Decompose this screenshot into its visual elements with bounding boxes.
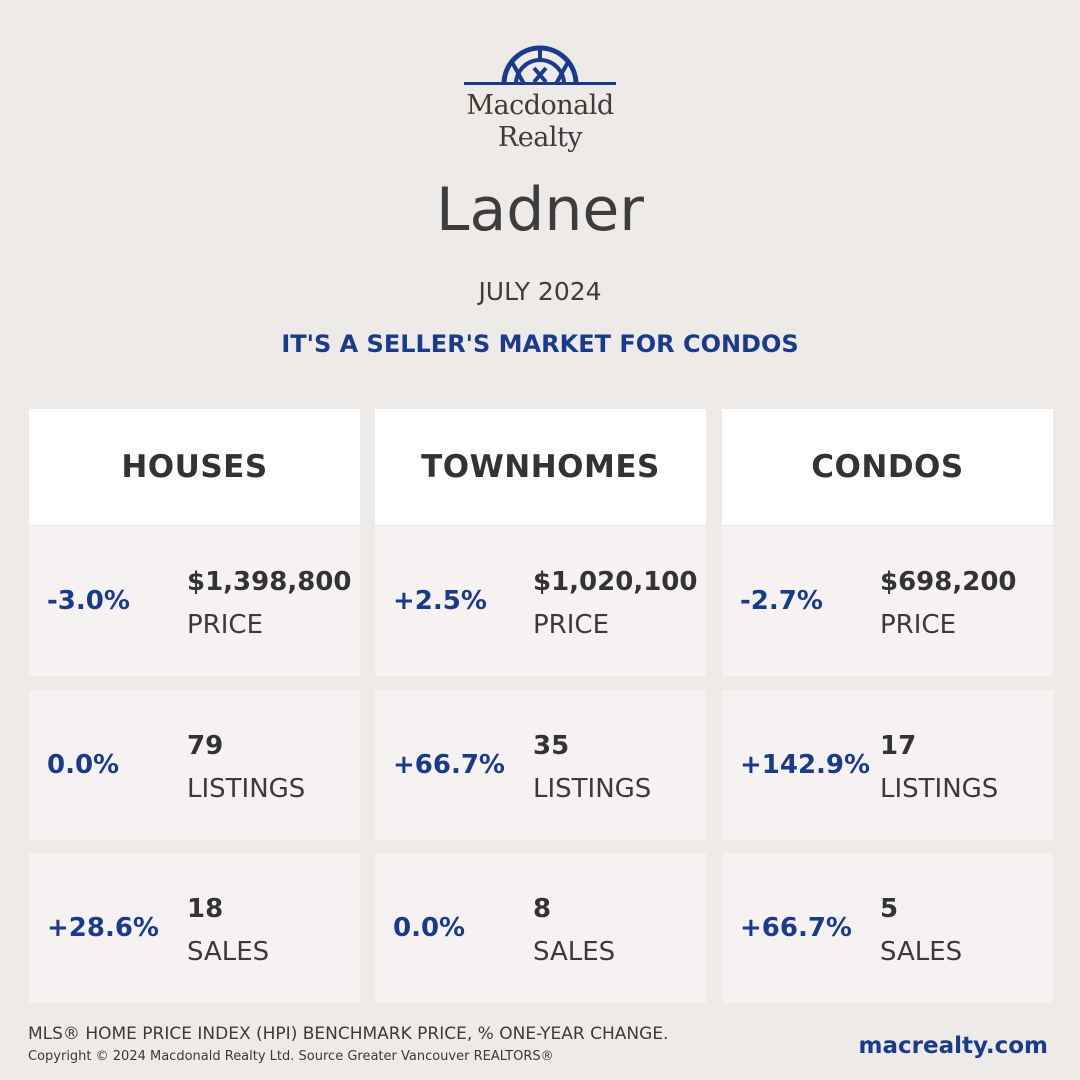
- listings-change: 0.0%: [47, 750, 120, 780]
- website-link[interactable]: macrealty.com: [858, 1033, 1048, 1059]
- price-value: $1,398,800: [187, 567, 352, 597]
- listings-card: +66.7% 35 LISTINGS: [375, 690, 706, 840]
- price-card: -3.0% $1,398,800 PRICE: [29, 526, 360, 676]
- price-value: $698,200: [880, 567, 1017, 597]
- sales-card: 0.0% 8 SALES: [375, 853, 706, 1003]
- condos-column: CONDOS -2.7% $698,200 PRICE +142.9% 17 L…: [722, 409, 1053, 1003]
- price-change: -3.0%: [47, 586, 130, 616]
- listings-change: +142.9%: [740, 750, 871, 780]
- price-label: PRICE: [187, 610, 263, 640]
- listings-label: LISTINGS: [533, 774, 652, 804]
- brand-logo: Macdonald Realty: [440, 40, 640, 165]
- brand-name-line2: Realty: [497, 122, 583, 153]
- copyright: Copyright © 2024 Macdonald Realty Ltd. S…: [28, 1049, 554, 1064]
- houses-column: HOUSES -3.0% $1,398,800 PRICE 0.0% 79 LI…: [29, 409, 360, 1003]
- listings-value: 17: [880, 731, 917, 761]
- footnote: MLS® HOME PRICE INDEX (HPI) BENCHMARK PR…: [28, 1024, 669, 1044]
- listings-card: +142.9% 17 LISTINGS: [722, 690, 1053, 840]
- report-date: JULY 2024: [478, 277, 602, 306]
- listings-value: 79: [187, 731, 224, 761]
- sales-label: SALES: [187, 937, 270, 967]
- listings-card: 0.0% 79 LISTINGS: [29, 690, 360, 840]
- sales-card: +28.6% 18 SALES: [29, 853, 360, 1003]
- market-headline: IT'S A SELLER'S MARKET FOR CONDOS: [281, 330, 799, 358]
- sales-change: 0.0%: [393, 913, 466, 943]
- townhomes-column: TOWNHOMES +2.5% $1,020,100 PRICE +66.7% …: [375, 409, 706, 1003]
- price-card: -2.7% $698,200 PRICE: [722, 526, 1053, 676]
- listings-change: +66.7%: [393, 750, 505, 780]
- listings-value: 35: [533, 731, 570, 761]
- sales-value: 8: [533, 894, 552, 924]
- sales-value: 5: [880, 894, 899, 924]
- price-card: +2.5% $1,020,100 PRICE: [375, 526, 706, 676]
- sunburst-logo-icon: [464, 45, 616, 85]
- sales-card: +66.7% 5 SALES: [722, 853, 1053, 1003]
- city-title: Ladner: [436, 175, 644, 245]
- price-label: PRICE: [880, 610, 956, 640]
- listings-label: LISTINGS: [880, 774, 999, 804]
- column-title: CONDOS: [722, 409, 1053, 525]
- sales-label: SALES: [880, 937, 963, 967]
- price-change: -2.7%: [740, 586, 823, 616]
- column-title: HOUSES: [29, 409, 360, 525]
- brand-name-line1: Macdonald: [466, 90, 614, 121]
- price-change: +2.5%: [393, 586, 487, 616]
- listings-label: LISTINGS: [187, 774, 306, 804]
- column-title: TOWNHOMES: [375, 409, 706, 525]
- sales-value: 18: [187, 894, 224, 924]
- price-value: $1,020,100: [533, 567, 698, 597]
- sales-change: +66.7%: [740, 913, 852, 943]
- price-label: PRICE: [533, 610, 609, 640]
- sales-change: +28.6%: [47, 913, 159, 943]
- sales-label: SALES: [533, 937, 616, 967]
